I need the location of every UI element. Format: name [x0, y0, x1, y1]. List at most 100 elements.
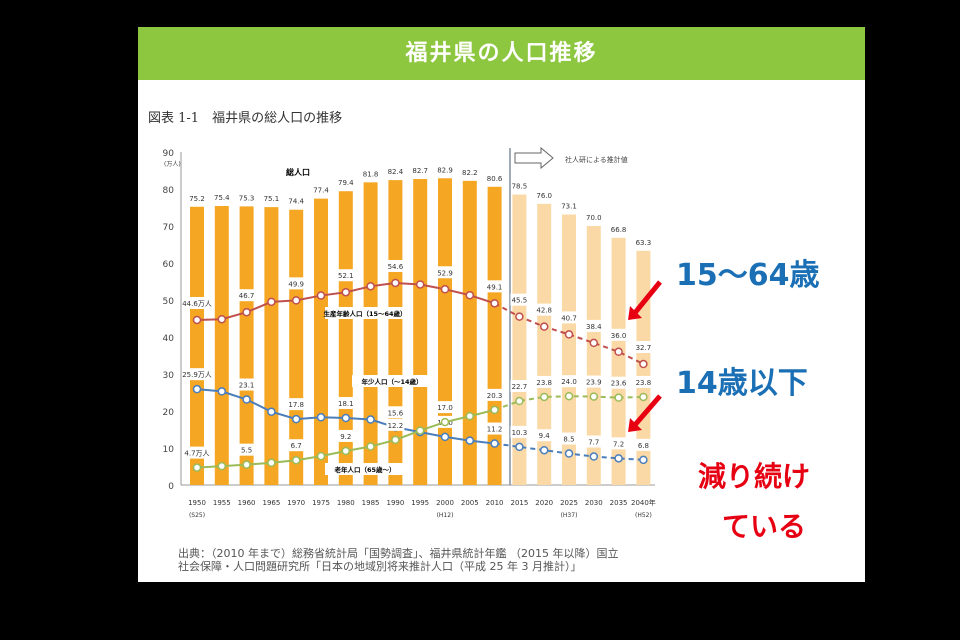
- data-point: [316, 451, 326, 461]
- bar-label: 76.0: [536, 192, 552, 200]
- bar-label: 66.8: [611, 226, 627, 234]
- data-point: [614, 393, 623, 402]
- data-point: [564, 391, 574, 401]
- data-label: 17.8: [288, 401, 304, 409]
- data-point: [465, 436, 475, 445]
- x-tick-label: 1960: [238, 499, 256, 507]
- label-bg: [510, 380, 529, 393]
- y-axis-unit: (万人): [164, 161, 181, 168]
- data-point: [639, 392, 648, 402]
- data-point: [440, 285, 450, 294]
- label-bg: [634, 438, 653, 451]
- data-label: 12.2: [388, 422, 404, 430]
- label-bg: [182, 446, 212, 459]
- data-label: 23.8: [636, 379, 652, 387]
- bar-total-1950: [190, 206, 204, 485]
- callout-decline-1: 減り続け: [698, 460, 811, 493]
- x-tick-label: 1975: [312, 499, 330, 507]
- data-point: [614, 454, 623, 463]
- data-point: [316, 291, 326, 300]
- x-tick-label: 2000: [436, 499, 454, 507]
- data-label: 23.6: [611, 380, 627, 388]
- label-bg: [584, 435, 603, 448]
- label-bg: [436, 266, 454, 279]
- data-point: [242, 395, 251, 404]
- data-point: [192, 384, 202, 394]
- data-label: 6.7: [291, 442, 302, 450]
- slide-title: 福井県の人口推移: [138, 27, 865, 80]
- data-label: 11.2: [487, 426, 503, 434]
- data-label: 49.1: [487, 283, 503, 291]
- bar-label: 74.4: [288, 198, 304, 206]
- y-tick-label: 60: [163, 260, 175, 270]
- bar-total-1955: [214, 206, 229, 485]
- data-point: [589, 452, 599, 461]
- bar-total-1960: [239, 206, 254, 485]
- label-bg: [584, 375, 603, 388]
- label-bg: [182, 368, 212, 381]
- label-bg: [609, 376, 628, 389]
- x-tick-label: 2010: [486, 499, 504, 507]
- data-label: 36.0: [611, 332, 627, 340]
- y-tick-label: 20: [163, 408, 175, 418]
- data-point: [415, 280, 425, 289]
- label-bg: [485, 280, 504, 293]
- data-point: [589, 392, 599, 401]
- data-point: [465, 411, 475, 421]
- data-point: [267, 458, 276, 468]
- bar-label: 81.8: [363, 170, 379, 178]
- bar-label: 82.4: [388, 168, 404, 176]
- data-point: [291, 455, 301, 465]
- data-point: [391, 435, 400, 445]
- label-bg: [510, 293, 529, 306]
- data-label: 15.6: [388, 409, 404, 417]
- series-label-0: 生産年齢人口（15～64歳）: [323, 309, 406, 318]
- label-bg: [485, 422, 504, 435]
- label-bg: [237, 289, 256, 302]
- y-tick-label: 30: [163, 371, 175, 381]
- data-point: [639, 455, 648, 465]
- label-bg: [634, 375, 653, 388]
- series-label-bg: [325, 307, 405, 319]
- label-bg: [436, 401, 454, 414]
- data-label: 23.1: [239, 382, 255, 390]
- x-tick-label: 2035: [610, 499, 628, 507]
- legend-total: 総人口: [286, 167, 310, 177]
- data-point: [614, 347, 623, 357]
- bar-label: 77.4: [313, 187, 329, 195]
- data-point: [490, 405, 499, 415]
- label-bg: [535, 375, 554, 388]
- bar-label: 80.6: [487, 175, 503, 183]
- data-point: [639, 359, 648, 369]
- label-bg: [560, 432, 578, 445]
- data-point: [192, 315, 202, 325]
- data-point: [217, 314, 227, 324]
- data-point: [316, 413, 326, 422]
- data-point: [366, 442, 375, 451]
- label-bg: [485, 388, 504, 401]
- x-tick-label: 1990: [386, 499, 404, 507]
- data-label: 32.7: [636, 344, 652, 352]
- x-tick-label: 2040年: [631, 498, 656, 507]
- series-label-bg: [352, 375, 432, 387]
- label-bg: [287, 398, 306, 411]
- data-label: 17.0: [437, 404, 453, 412]
- data-point: [490, 299, 499, 308]
- data-point: [490, 439, 499, 448]
- data-label: 54.6: [388, 263, 404, 271]
- label-bg: [584, 319, 603, 332]
- data-label: 40.7: [561, 314, 577, 322]
- bar-label: 82.7: [412, 167, 428, 175]
- bar-label: 75.3: [239, 194, 255, 202]
- data-label: 9.4: [539, 432, 551, 440]
- y-tick-label: 10: [163, 445, 175, 455]
- data-label: 9.2: [340, 433, 351, 441]
- red-arrowhead-icon: [628, 418, 642, 432]
- bar-total-2020: [537, 203, 552, 486]
- data-point: [267, 297, 276, 307]
- data-label: 7.2: [613, 440, 624, 448]
- y-tick-label: 70: [163, 223, 175, 233]
- label-bg: [634, 341, 653, 354]
- data-label: 49.9: [288, 280, 304, 288]
